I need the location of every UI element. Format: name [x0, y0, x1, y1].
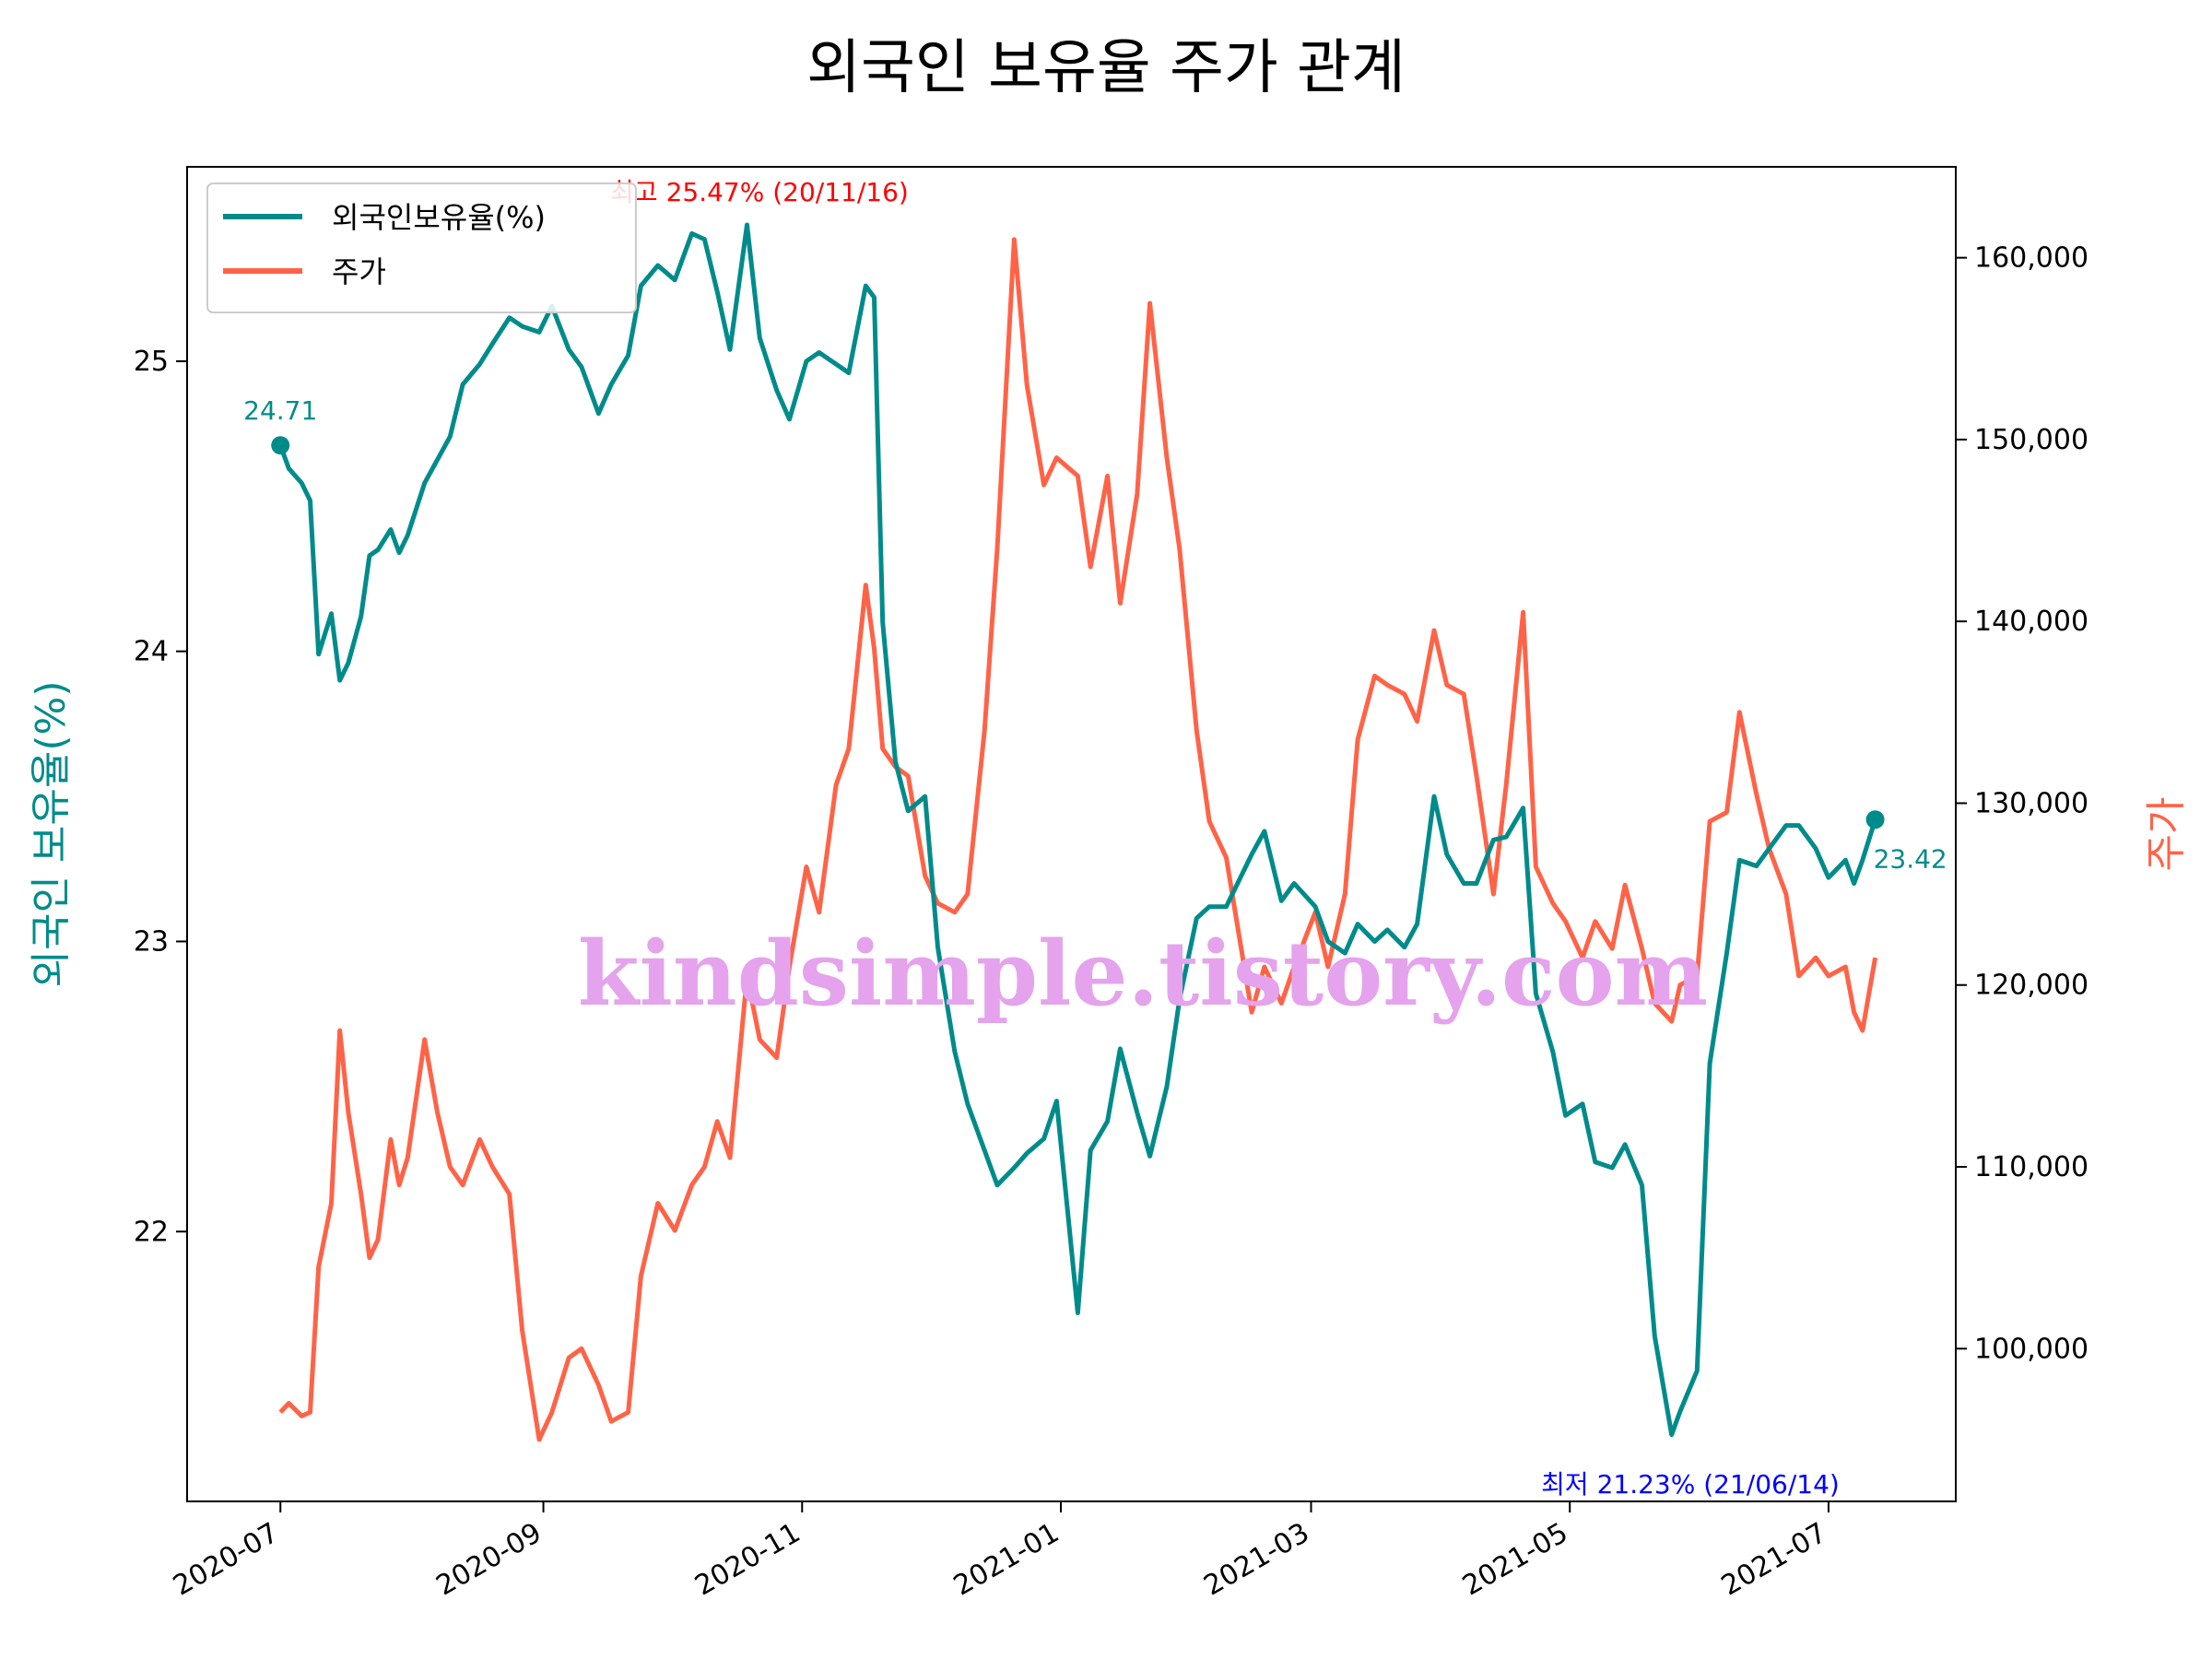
y-right-tick-label: 130,000 — [1974, 787, 2088, 819]
x-tick-label: 2020-11 — [689, 1517, 806, 1603]
max-annotation: 최고 25.47% (20/11/16) — [610, 177, 909, 207]
y-right-tick-label: 140,000 — [1974, 606, 2088, 638]
y-right-tick-label: 110,000 — [1974, 1151, 2088, 1183]
series-layer — [271, 222, 1885, 1442]
series-line-price — [278, 237, 1878, 1442]
y-left-tick-label: 22 — [134, 1216, 169, 1248]
legend-box — [206, 182, 637, 313]
y-left-tick-label: 25 — [134, 346, 169, 378]
x-tick-label: 2021-03 — [1198, 1517, 1314, 1603]
end-value-label: 23.42 — [1874, 843, 1947, 874]
y-right-tick-label: 120,000 — [1974, 970, 2088, 1002]
x-tick-label: 2021-05 — [1457, 1517, 1573, 1603]
min-annotation: 최저 21.23% (21/06/14) — [1541, 1469, 1840, 1500]
x-tick-label: 2021-07 — [1716, 1517, 1832, 1603]
series-line-foreign-ratio — [277, 222, 1877, 1438]
x-tick-label: 2020-07 — [168, 1517, 284, 1603]
y-right-tick-label: 100,000 — [1974, 1333, 2088, 1365]
end-point-marker — [1865, 810, 1885, 830]
y-left-tick-label: 24 — [134, 636, 169, 668]
plot-area-frame — [186, 166, 1957, 1502]
y-right-tick-label: 150,000 — [1974, 424, 2088, 456]
y-axis-right: 100,000 110,000 120,000 130,000 140,000 150,0… — [1956, 242, 2088, 1365]
y-axis-left: 22 23 24 25 — [134, 346, 187, 1248]
start-point-marker — [271, 436, 290, 455]
annotations: 최고 25.47% (20/11/16) 최저 21.23% (21/06/14… — [243, 177, 1947, 1500]
y-axis-right-label: 주가 — [2143, 797, 2190, 872]
y-right-tick-label: 160,000 — [1974, 242, 2088, 275]
legend: 외국인보유율(%) 주가 — [206, 182, 637, 313]
x-axis: 2020-07 2020-09 2020-11 2021-01 2021-03 2021-… — [168, 1501, 1832, 1603]
y-axis-left-label: 외국인 보유율(%) — [28, 680, 75, 987]
legend-label-foreign-ratio: 외국인보유율(%) — [332, 200, 546, 235]
chart-title: 외국인 보유율 주가 관계 — [806, 34, 1406, 102]
watermark: kindsimple.tistory.com — [578, 922, 1708, 1026]
y-left-tick-label: 23 — [134, 925, 169, 958]
x-tick-label: 2020-09 — [430, 1517, 547, 1603]
start-value-label: 24.71 — [243, 395, 317, 426]
legend-label-price: 주가 — [332, 254, 386, 289]
x-tick-label: 2021-01 — [948, 1517, 1065, 1603]
